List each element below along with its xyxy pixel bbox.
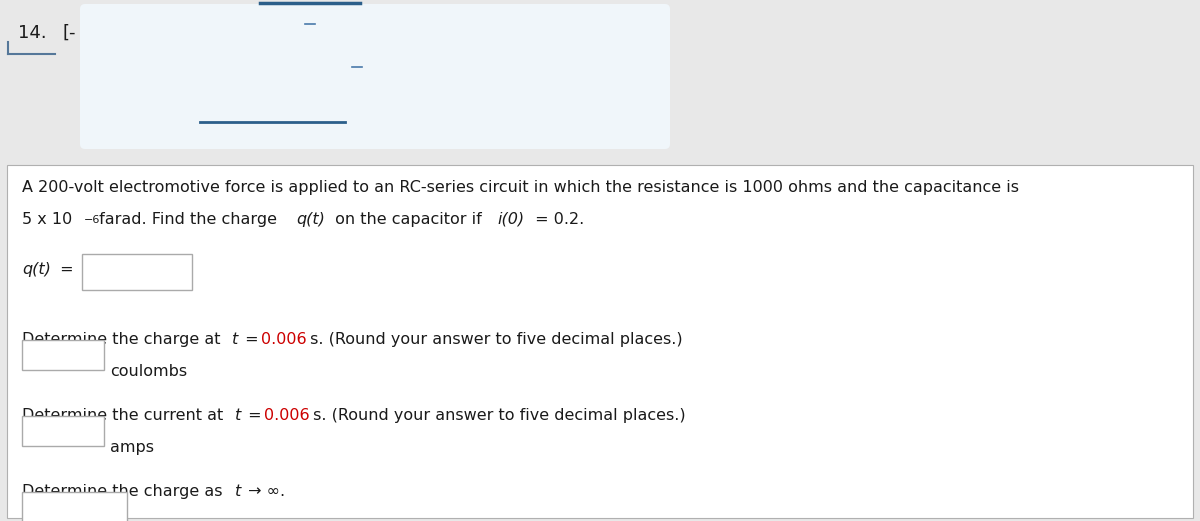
FancyBboxPatch shape: [22, 416, 104, 446]
Text: q(t): q(t): [296, 212, 325, 227]
Text: 0.006: 0.006: [262, 332, 307, 347]
Text: =: =: [240, 332, 263, 347]
Text: on the capacitor if: on the capacitor if: [330, 212, 486, 227]
Text: 0.006: 0.006: [264, 408, 310, 423]
Text: coulombs: coulombs: [110, 364, 187, 379]
Text: t: t: [235, 408, 241, 423]
Text: = 0.2.: = 0.2.: [530, 212, 584, 227]
Text: Determine the charge as: Determine the charge as: [22, 484, 228, 499]
FancyBboxPatch shape: [7, 165, 1193, 518]
Text: i(0): i(0): [498, 212, 524, 227]
Text: t: t: [232, 332, 239, 347]
Text: s. (Round your answer to five decimal places.): s. (Round your answer to five decimal pl…: [308, 408, 685, 423]
FancyBboxPatch shape: [80, 4, 670, 149]
Text: amps: amps: [110, 440, 154, 455]
FancyBboxPatch shape: [22, 492, 127, 521]
FancyBboxPatch shape: [82, 254, 192, 290]
Text: q(t): q(t): [22, 262, 50, 277]
Text: s. (Round your answer to five decimal places.): s. (Round your answer to five decimal pl…: [305, 332, 683, 347]
Text: t: t: [235, 484, 241, 499]
Text: 5 x 10: 5 x 10: [22, 212, 72, 227]
Text: → ∞.: → ∞.: [242, 484, 284, 499]
Text: A 200-volt electromotive force is applied to an RC-series circuit in which the r: A 200-volt electromotive force is applie…: [22, 180, 1019, 195]
Text: =: =: [242, 408, 266, 423]
Text: 14.: 14.: [18, 24, 47, 42]
FancyBboxPatch shape: [22, 340, 104, 370]
Text: farad. Find the charge: farad. Find the charge: [95, 212, 283, 227]
Text: −6: −6: [84, 215, 100, 225]
Text: Determine the current at: Determine the current at: [22, 408, 228, 423]
Text: [-: [-: [62, 24, 76, 42]
Text: =: =: [55, 262, 73, 277]
Text: Determine the charge at: Determine the charge at: [22, 332, 226, 347]
